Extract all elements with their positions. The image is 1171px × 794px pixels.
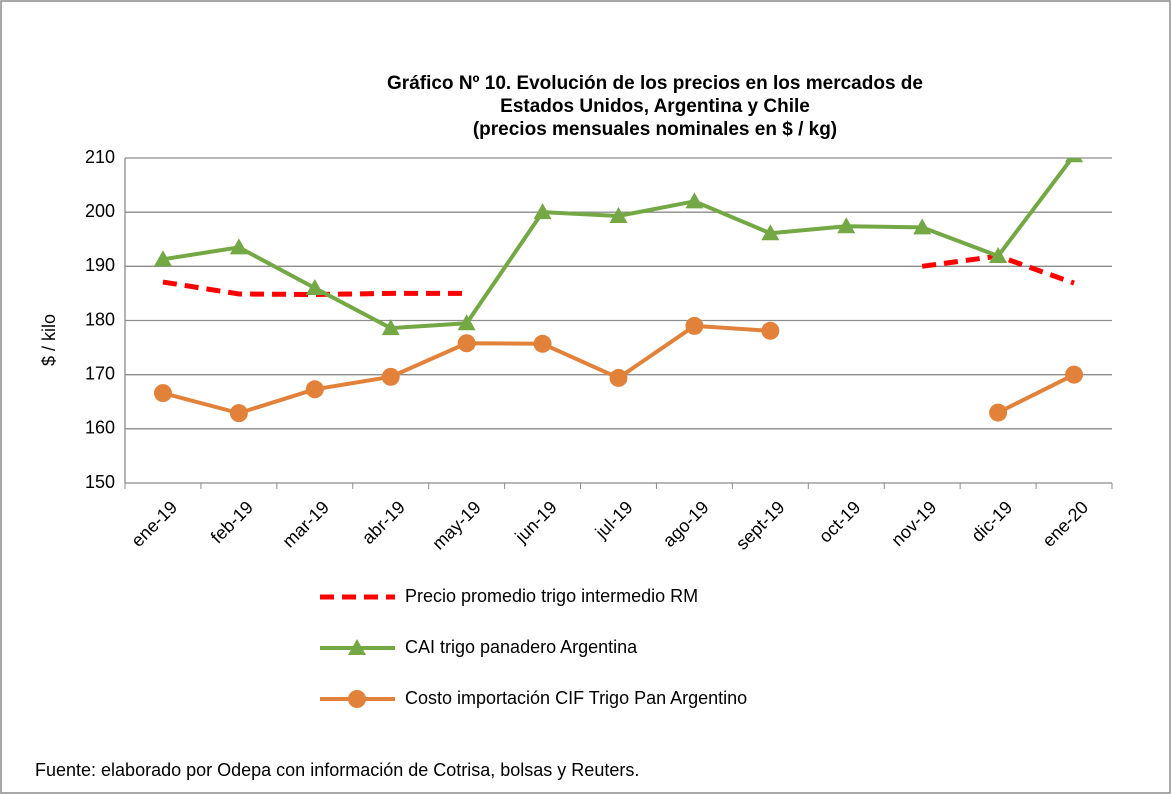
point-marker [381,319,400,336]
point-marker [457,334,476,353]
point-marker [305,380,324,399]
y-axis-label: $ / kilo [39,314,59,366]
legend-marker [348,690,366,708]
point-marker [381,367,400,386]
plot-area [153,158,1084,423]
y-tick-label: 210 [85,147,115,167]
y-tick-label: 170 [85,363,115,383]
legend-label: Precio promedio trigo intermedio RM [405,586,698,606]
point-marker [685,192,704,209]
point-marker [1065,365,1084,384]
point-marker [229,404,248,423]
y-tick-label: 190 [85,255,115,275]
point-marker [153,384,172,403]
series-line [997,372,1075,415]
point-marker [761,224,780,241]
point-marker [533,203,552,220]
point-marker [989,247,1008,264]
source-note: Fuente: elaborado por Odepa con informac… [35,760,639,780]
legend-label: Costo importación CIF Trigo Pan Argentin… [405,688,747,708]
point-marker [989,403,1008,422]
y-tick-label: 180 [85,309,115,329]
y-tick-label: 200 [85,201,115,221]
legend-label: CAI trigo panadero Argentina [405,637,638,657]
chart-title: Gráfico Nº 10. Evolución de los precios … [387,73,923,94]
point-marker [837,217,856,234]
chart-title: Estados Unidos, Argentina y Chile [500,96,810,117]
point-marker [305,279,324,295]
point-marker [913,218,932,235]
point-marker [609,368,628,387]
point-marker [685,316,704,335]
y-tick-label: 150 [85,472,115,492]
legend-marker [348,639,366,655]
point-marker [761,321,780,340]
point-marker [1065,158,1084,163]
y-tick-label: 160 [85,418,115,438]
point-marker [533,334,552,353]
series-line [162,279,467,297]
chart-title: (precios mensuales nominales en $ / kg) [473,119,837,140]
point-marker [229,238,248,255]
point-marker [457,314,476,331]
point-marker [609,206,628,223]
point-marker [153,250,172,267]
